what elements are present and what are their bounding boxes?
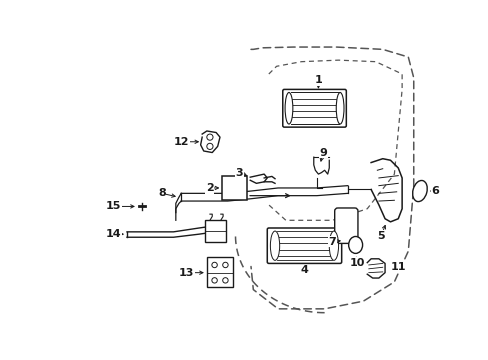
Text: 14: 14 [106, 229, 122, 239]
FancyBboxPatch shape [282, 89, 346, 127]
Text: 8: 8 [158, 188, 165, 198]
Text: 12: 12 [173, 137, 189, 147]
Ellipse shape [222, 278, 228, 283]
Ellipse shape [211, 278, 217, 283]
Text: 9: 9 [319, 148, 326, 158]
Ellipse shape [211, 262, 217, 267]
Text: 3: 3 [235, 167, 243, 177]
Text: 1: 1 [314, 75, 322, 85]
Ellipse shape [412, 180, 427, 202]
Ellipse shape [222, 262, 228, 267]
Text: 7: 7 [328, 237, 336, 247]
Ellipse shape [348, 237, 362, 253]
Text: 6: 6 [430, 186, 439, 196]
Ellipse shape [206, 134, 213, 140]
Ellipse shape [206, 143, 213, 149]
FancyBboxPatch shape [222, 176, 246, 199]
FancyBboxPatch shape [206, 257, 233, 287]
Text: 5: 5 [377, 231, 384, 241]
Ellipse shape [270, 231, 279, 260]
Text: 4: 4 [300, 265, 308, 275]
Text: 11: 11 [390, 261, 405, 271]
Text: 10: 10 [349, 258, 364, 267]
FancyBboxPatch shape [334, 208, 357, 243]
Ellipse shape [285, 93, 292, 124]
FancyBboxPatch shape [267, 228, 341, 264]
Ellipse shape [328, 231, 338, 260]
Ellipse shape [336, 93, 343, 124]
Text: 2: 2 [205, 183, 213, 193]
Text: 13: 13 [179, 267, 194, 278]
Text: 15: 15 [106, 202, 121, 211]
FancyBboxPatch shape [204, 220, 226, 242]
